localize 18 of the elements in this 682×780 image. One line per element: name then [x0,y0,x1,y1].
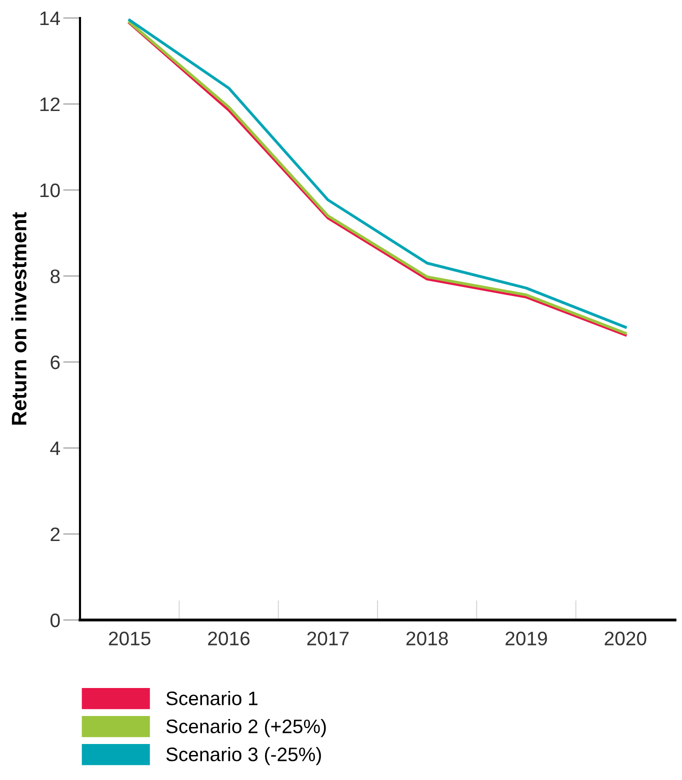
x-tick-label: 2018 [406,632,448,646]
legend-label: Scenario 1 [166,691,258,706]
y-tick-label: 12 [40,97,60,112]
x-tick-label: 2019 [506,632,547,646]
legend-label: Scenario 3 (-25%) [166,747,321,766]
legend-label: Scenario 2 (+25%) [166,719,326,738]
x-tick-label: 2020 [604,632,646,646]
x-tick-label: 2016 [208,632,250,646]
y-tick-label: 2 [50,527,60,542]
y-axis-title: Return on investment [11,212,26,425]
x-tick-label: 2015 [108,632,150,646]
y-tick-label: 10 [40,183,60,198]
y-tick-label: 14 [40,12,60,26]
y-tick-label: 4 [50,442,60,456]
y-tick-label: 6 [50,355,60,370]
x-tick-label: 2017 [307,632,349,646]
y-tick-label: 0 [50,613,60,628]
y-tick-label: 8 [50,269,60,284]
